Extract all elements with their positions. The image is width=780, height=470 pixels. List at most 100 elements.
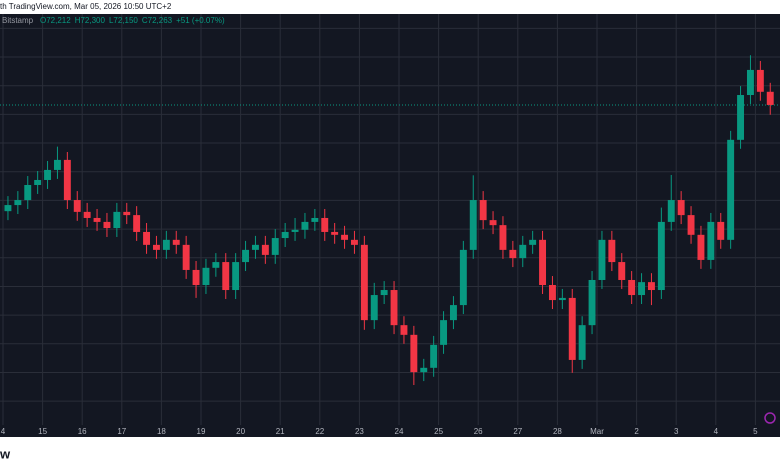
candle-body — [746, 69, 754, 96]
candle-body — [311, 217, 319, 222]
candle-body — [152, 244, 160, 250]
x-tick-label: 18 — [157, 427, 166, 436]
candle-body — [301, 221, 309, 230]
candle-body — [242, 249, 250, 263]
candle-body — [667, 200, 675, 222]
chart-background — [0, 14, 780, 437]
x-tick-label: 4 — [714, 427, 719, 436]
replay-icon[interactable] — [764, 412, 776, 424]
candle-body — [212, 262, 220, 268]
candle-body — [53, 159, 61, 170]
candle-body — [588, 279, 596, 326]
candle-body — [578, 325, 586, 360]
candle-body — [192, 269, 200, 286]
candle-body — [261, 244, 269, 255]
candle-body — [44, 169, 52, 180]
candle-body — [420, 367, 428, 373]
candle-body — [73, 200, 81, 212]
candle-body — [350, 239, 358, 245]
candle-body — [449, 305, 457, 321]
ohlc-legend: O72,212 H72,300 L72,150 C72,263 +51 (+0.07%) — [40, 16, 225, 25]
candle-body — [113, 211, 121, 229]
candle-body — [182, 244, 190, 270]
x-tick-label: 2 — [634, 427, 639, 436]
candle-body — [360, 244, 368, 321]
chart-title: th TradingView.com, Mar 05, 2026 10:50 U… — [0, 2, 172, 11]
candle-body — [499, 225, 507, 250]
candle-body — [232, 262, 240, 291]
candle-body — [737, 95, 745, 140]
candle-body — [4, 205, 12, 212]
candle-body — [331, 231, 339, 235]
candle-body — [63, 159, 71, 201]
candle-body — [509, 249, 517, 259]
candle-body — [222, 262, 230, 291]
candle-body — [83, 211, 91, 218]
x-tick-label: 28 — [553, 427, 562, 436]
x-tick-label: 16 — [78, 427, 87, 436]
candle-body — [647, 282, 655, 291]
x-tick-label: 19 — [197, 427, 206, 436]
x-tick-label: 20 — [236, 427, 245, 436]
candles — [4, 55, 774, 386]
candle-body — [172, 239, 180, 245]
candle-body — [103, 221, 111, 229]
candle-body — [469, 200, 477, 250]
x-tick-label: 26 — [474, 427, 483, 436]
candle-body — [123, 211, 131, 216]
x-tick-label: 3 — [674, 427, 679, 436]
candle-body — [24, 184, 32, 201]
ohlc-value: O72,212 — [40, 16, 71, 25]
x-tick-label: 5 — [753, 427, 758, 436]
x-tick-label: 17 — [117, 427, 126, 436]
grid — [0, 14, 780, 425]
candle-body — [677, 200, 685, 216]
candle-body — [598, 239, 606, 280]
candle-body — [341, 234, 349, 240]
candle-body — [519, 244, 527, 259]
candle-body — [687, 215, 695, 235]
candle-body — [251, 244, 259, 250]
candle-body — [657, 221, 665, 291]
candle-body — [618, 262, 626, 280]
candle-body — [459, 249, 467, 306]
candle-body — [707, 221, 715, 260]
candle-body — [14, 200, 22, 206]
candle-body — [291, 229, 299, 232]
ohlc-value: +51 (+0.07%) — [176, 16, 225, 25]
ohlc-value: C72,263 — [142, 16, 173, 25]
candle-body — [479, 200, 487, 221]
candle-body — [370, 295, 378, 321]
x-tick-label: 27 — [513, 427, 522, 436]
candle-body — [410, 334, 418, 373]
x-tick-label: 23 — [355, 427, 364, 436]
x-tick-label: Mar — [590, 427, 604, 436]
brand: w — [0, 446, 11, 461]
candle-body — [202, 267, 210, 286]
candle-body — [766, 91, 774, 105]
candle-body — [400, 325, 408, 335]
x-tick-label: 4 — [1, 427, 6, 436]
candle-body — [697, 234, 705, 260]
candle-body — [628, 279, 636, 296]
candle-body — [430, 344, 438, 368]
candle-body — [558, 297, 566, 301]
x-tick-label: 22 — [315, 427, 324, 436]
ohlc-value: H72,300 — [75, 16, 106, 25]
candle-body — [539, 239, 547, 286]
candle-body — [271, 238, 279, 255]
candle-body — [93, 217, 101, 222]
candle-body — [727, 139, 735, 240]
x-tick-label: 21 — [276, 427, 285, 436]
candle-body — [608, 239, 616, 263]
candle-body — [440, 320, 448, 345]
candle-body — [548, 285, 556, 301]
candle-body — [756, 69, 764, 92]
candle-body — [390, 290, 398, 326]
candle-body — [717, 221, 725, 240]
candle-body — [321, 217, 329, 232]
candle-body — [143, 231, 151, 245]
candle-body — [568, 297, 576, 360]
candle-body — [380, 290, 388, 296]
